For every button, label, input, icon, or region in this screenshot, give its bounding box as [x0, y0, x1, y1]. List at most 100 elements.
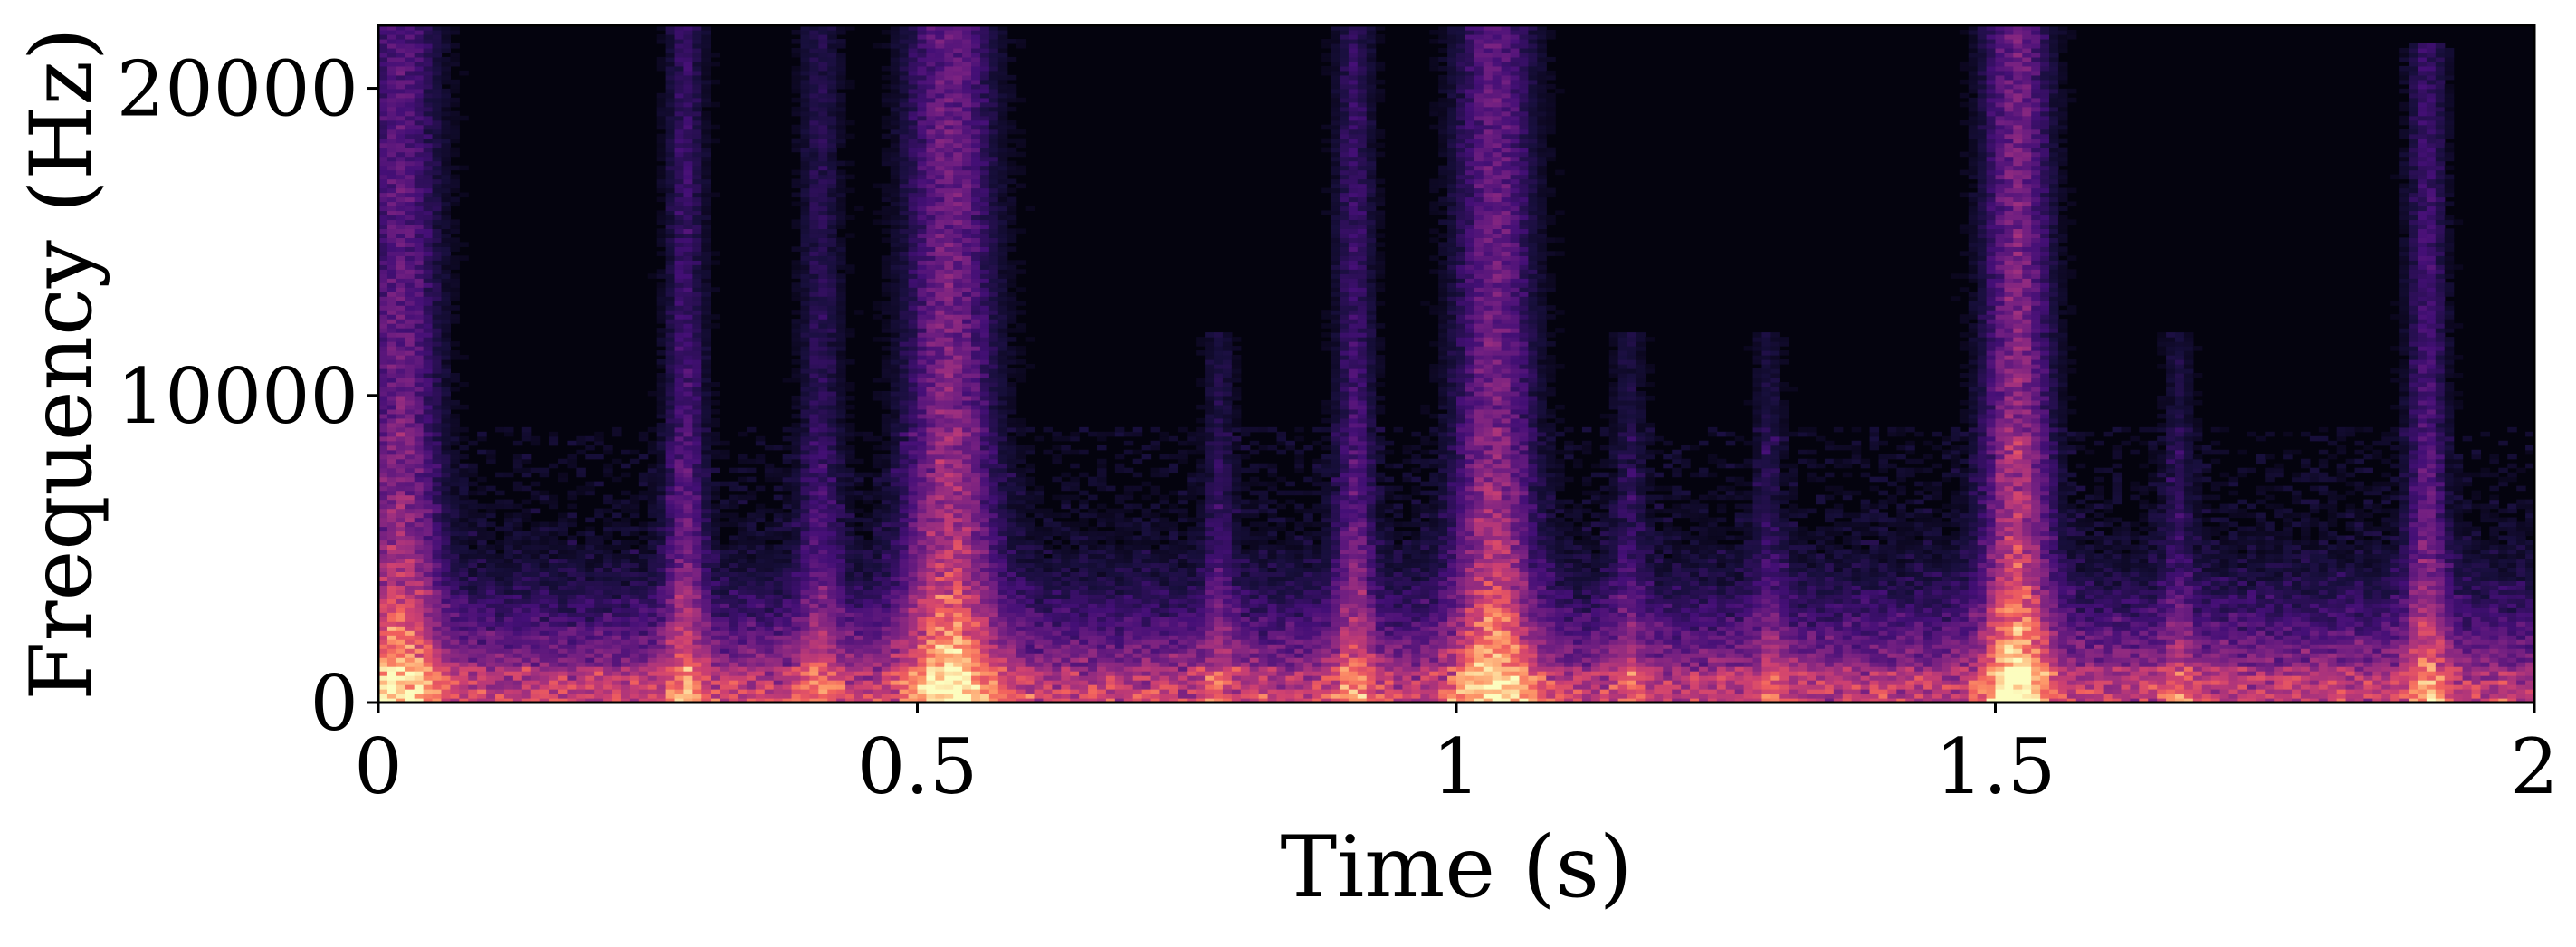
heatmap-cell	[665, 372, 676, 378]
heatmap-cell	[549, 639, 559, 645]
heatmap-cell	[441, 653, 452, 658]
heatmap-cell	[656, 282, 667, 288]
heatmap-cell	[764, 662, 775, 667]
heatmap-cell	[629, 508, 640, 514]
heatmap-cell	[405, 88, 415, 94]
heatmap-cell	[800, 598, 811, 604]
heatmap-cell	[656, 653, 667, 658]
heatmap-cell	[549, 431, 559, 437]
heatmap-cell	[791, 426, 802, 433]
heatmap-cell	[414, 251, 425, 256]
heatmap-cell	[809, 192, 819, 198]
heatmap-cell	[665, 594, 676, 599]
heatmap-cell	[818, 617, 828, 622]
heatmap-cell	[890, 417, 901, 424]
heatmap-cell	[638, 617, 649, 622]
heatmap-cell	[845, 576, 855, 581]
heatmap-cell	[800, 43, 811, 49]
heatmap-cell	[432, 319, 443, 324]
heatmap-cell	[441, 648, 452, 654]
heatmap-cell	[729, 694, 739, 699]
heatmap-cell	[414, 467, 425, 474]
heatmap-cell	[495, 612, 505, 617]
heatmap-cell	[386, 630, 397, 636]
heatmap-cell	[845, 485, 855, 492]
heatmap-cell	[701, 79, 711, 85]
heatmap-cell	[396, 101, 406, 108]
heatmap-cell	[836, 576, 846, 581]
heatmap-cell	[827, 521, 837, 528]
heatmap-cell	[459, 192, 469, 198]
heatmap-cell	[827, 503, 837, 510]
heatmap-cell	[845, 458, 855, 464]
heatmap-cell	[809, 472, 819, 478]
heatmap-cell	[683, 562, 693, 568]
heatmap-cell	[845, 215, 855, 221]
heatmap-cell	[711, 526, 720, 532]
heatmap-cell	[791, 621, 802, 627]
heatmap-cell	[396, 251, 406, 256]
heatmap-cell	[468, 535, 478, 541]
heatmap-cell	[720, 576, 730, 581]
heatmap-cell	[441, 332, 452, 338]
heatmap-cell	[530, 639, 541, 645]
heatmap-cell	[746, 494, 757, 501]
heatmap-cell	[378, 431, 388, 437]
heatmap-cell	[791, 684, 802, 690]
heatmap-cell	[396, 558, 406, 564]
heatmap-cell	[386, 512, 397, 519]
heatmap-cell	[441, 377, 452, 383]
heatmap-cell	[764, 698, 775, 703]
heatmap-cell	[386, 187, 397, 194]
heatmap-cell	[378, 359, 388, 365]
heatmap-cell	[701, 364, 711, 369]
heatmap-cell	[836, 440, 846, 446]
heatmap-cell	[396, 364, 406, 369]
heatmap-cell	[405, 666, 415, 672]
heatmap-cell	[711, 567, 720, 572]
heatmap-cell	[530, 585, 541, 590]
heatmap-cell	[539, 621, 550, 627]
heatmap-cell	[674, 472, 685, 478]
heatmap-cell	[396, 607, 406, 613]
heatmap-cell	[414, 83, 425, 90]
heatmap-cell	[414, 653, 425, 658]
heatmap-cell	[585, 635, 595, 640]
heatmap-cell	[818, 224, 828, 229]
heatmap-cell	[711, 192, 720, 198]
heatmap-cell	[512, 653, 523, 658]
heatmap-cell	[441, 644, 452, 649]
heatmap-cell	[396, 282, 406, 288]
heatmap-cell	[872, 219, 883, 225]
heatmap-cell	[386, 399, 397, 406]
heatmap-cell	[405, 431, 415, 437]
heatmap-cell	[827, 115, 837, 121]
heatmap-cell	[890, 598, 901, 604]
heatmap-cell	[881, 598, 892, 604]
heatmap-cell	[620, 666, 631, 672]
heatmap-cell	[890, 540, 901, 546]
heatmap-cell	[818, 413, 828, 419]
heatmap-cell	[692, 355, 702, 360]
heatmap-cell	[405, 472, 415, 478]
heatmap-cell	[809, 319, 819, 324]
heatmap-cell	[674, 553, 685, 560]
heatmap-cell	[594, 589, 604, 595]
heatmap-cell	[845, 567, 855, 572]
heatmap-cell	[674, 350, 685, 356]
heatmap-cell	[423, 178, 434, 185]
heatmap-cell	[692, 147, 702, 153]
heatmap-cell	[423, 97, 434, 103]
heatmap-cell	[441, 680, 452, 685]
heatmap-cell	[378, 228, 388, 234]
heatmap-cell	[818, 635, 828, 640]
heatmap-cell	[711, 521, 720, 528]
heatmap-cell	[585, 526, 595, 532]
heatmap-cell	[396, 390, 406, 397]
heatmap-cell	[881, 630, 892, 636]
heatmap-cell	[818, 553, 828, 560]
heatmap-cell	[486, 666, 496, 672]
heatmap-cell	[521, 544, 532, 550]
heatmap-cell	[378, 350, 388, 356]
heatmap-cell	[396, 449, 406, 455]
